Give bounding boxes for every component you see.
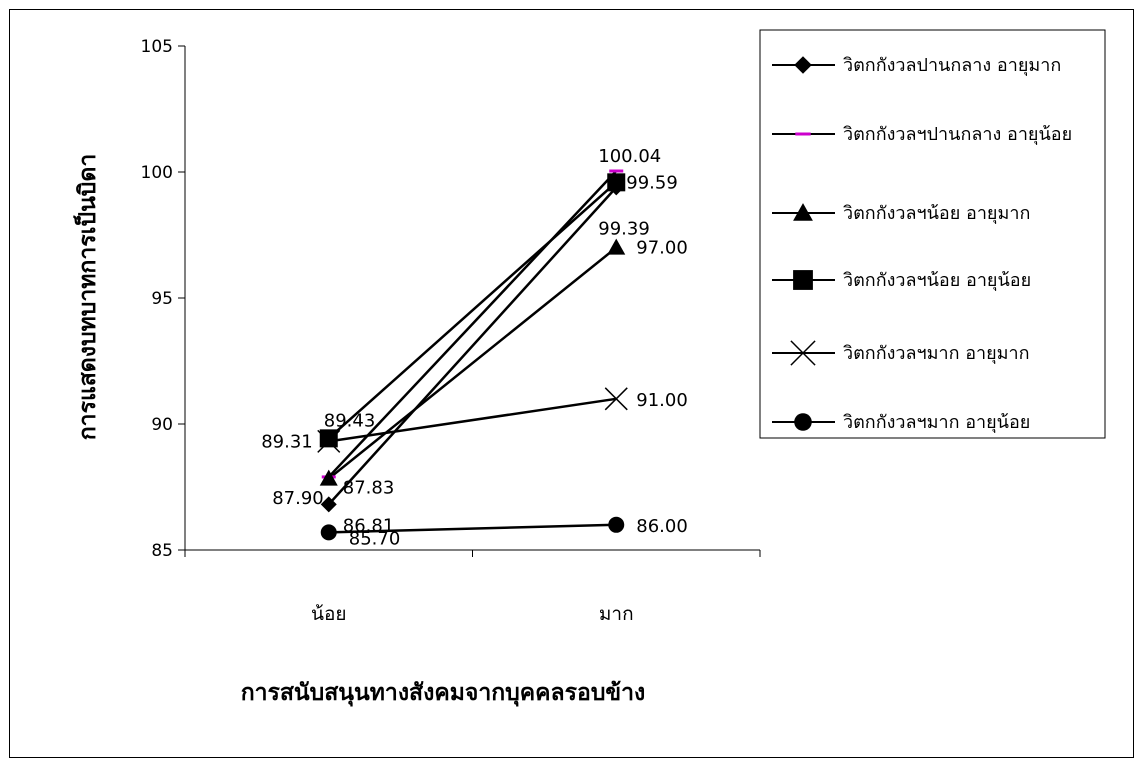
y-tick-label: 90 — [151, 415, 173, 435]
y-tick-label: 100 — [141, 163, 173, 183]
data-label: 86.00 — [636, 516, 688, 537]
series-line-5 — [328, 397, 617, 443]
data-label: 91.00 — [636, 390, 688, 411]
data-point — [607, 173, 626, 192]
legend-item: วิตกกังวลฯมาก อายุน้อย — [772, 412, 1030, 433]
data-point — [319, 469, 338, 486]
data-point — [793, 203, 813, 221]
chart-frame — [9, 9, 1134, 758]
legend-label: วิตกกังวลฯมาก อายุน้อย — [843, 412, 1030, 433]
y-tick-label: 105 — [141, 37, 173, 57]
series-line-3 — [327, 246, 618, 480]
legend-label: วิตกกังวลฯปานกลาง อายุน้อย — [843, 124, 1072, 145]
data-label: 89.43 — [324, 410, 376, 431]
legend-box — [759, 29, 1106, 439]
data-point — [790, 340, 816, 366]
data-point — [320, 496, 337, 513]
data-label: 99.39 — [598, 218, 650, 239]
data-label: 100.04 — [598, 146, 661, 167]
data-label: 87.83 — [343, 478, 395, 499]
legend-label: วิตกกังวลฯมาก อายุมาก — [843, 343, 1030, 364]
data-point — [794, 56, 812, 74]
series-line-4 — [327, 181, 618, 440]
series-line-1 — [327, 186, 618, 506]
legend: วิตกกังวลปานกลาง อายุมากวิตกกังวลฯปานกลา… — [759, 29, 1106, 439]
data-point — [794, 413, 812, 431]
legend-item: วิตกกังวลปานกลาง อายุมาก — [772, 55, 1061, 76]
y-axis-title: การแสดงบทบาทการเป็นบิดา — [72, 154, 101, 441]
data-labels: 86.81 99.39 87.90 100.04 87.83 97.00 89.43 99.5… — [261, 146, 688, 549]
x-tick-label: น้อย — [311, 603, 347, 625]
series-line-2 — [327, 170, 618, 478]
series-lines — [327, 170, 618, 534]
data-label: 99.59 — [626, 172, 678, 193]
data-point — [607, 238, 626, 255]
series-line-6 — [328, 523, 617, 534]
data-label: 89.31 — [261, 431, 313, 452]
x-axis-title: การสนับสนุนทางสังคมจากบุคคลรอบข้าง — [241, 680, 646, 707]
data-point — [319, 429, 338, 448]
legend-item: วิตกกังวลฯมาก อายุมาก — [772, 340, 1030, 366]
legend-item: วิตกกังวลฯปานกลาง อายุน้อย — [772, 124, 1072, 145]
y-tick-label: 95 — [151, 289, 173, 309]
data-point — [608, 516, 625, 533]
y-tick-label: 85 — [151, 541, 173, 561]
series-markers — [317, 169, 628, 541]
data-point — [317, 429, 341, 453]
data-label: 86.81 — [343, 515, 395, 536]
axes: 85 90 95 100 105 น้อย มาก — [141, 37, 761, 625]
data-point — [793, 270, 813, 290]
data-label: 97.00 — [636, 238, 688, 259]
legend-label: วิตกกังวลฯน้อย อายุมาก — [843, 203, 1030, 224]
legend-label: วิตกกังวลฯน้อย อายุน้อย — [843, 270, 1031, 291]
x-tick-label: มาก — [599, 603, 634, 625]
legend-label: วิตกกังวลปานกลาง อายุมาก — [843, 55, 1061, 76]
legend-item: วิตกกังวลฯน้อย อายุมาก — [772, 203, 1030, 224]
data-point — [604, 387, 628, 411]
data-label: 85.70 — [349, 528, 401, 549]
data-label: 87.90 — [272, 488, 324, 509]
data-point — [320, 524, 337, 541]
legend-item: วิตกกังวลฯน้อย อายุน้อย — [772, 270, 1031, 291]
